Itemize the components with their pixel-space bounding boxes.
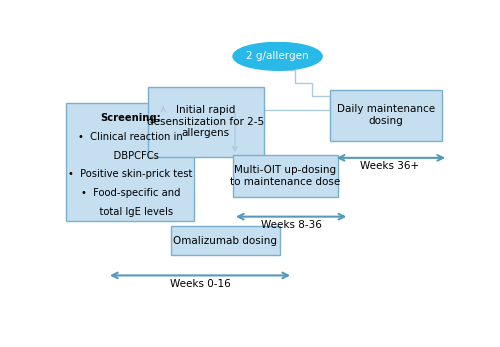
Text: Weeks 8-36: Weeks 8-36 xyxy=(260,220,322,230)
FancyBboxPatch shape xyxy=(66,103,194,221)
FancyBboxPatch shape xyxy=(171,226,280,255)
FancyBboxPatch shape xyxy=(233,155,338,197)
FancyBboxPatch shape xyxy=(148,87,264,156)
Text: Weeks 0-16: Weeks 0-16 xyxy=(170,279,230,289)
Text: DBPCFCs: DBPCFCs xyxy=(102,151,159,161)
Text: •  Positive skin-prick test: • Positive skin-prick test xyxy=(68,169,192,179)
Text: Weeks 36+: Weeks 36+ xyxy=(360,161,420,171)
Text: •  Food-specific and: • Food-specific and xyxy=(80,188,180,198)
Text: Omalizumab dosing: Omalizumab dosing xyxy=(174,236,277,246)
FancyBboxPatch shape xyxy=(330,90,442,141)
Text: Screening:: Screening: xyxy=(100,113,160,123)
Text: Daily maintenance
dosing: Daily maintenance dosing xyxy=(337,104,435,126)
Ellipse shape xyxy=(233,42,322,70)
Text: Initial rapid
desensitization for 2-5
allergens: Initial rapid desensitization for 2-5 al… xyxy=(148,105,264,138)
Text: total IgE levels: total IgE levels xyxy=(88,207,174,217)
Text: 2 g/allergen: 2 g/allergen xyxy=(246,51,309,61)
Text: Multi-OIT up-dosing
to maintenance dose: Multi-OIT up-dosing to maintenance dose xyxy=(230,165,340,187)
Text: •  Clinical reaction in: • Clinical reaction in xyxy=(78,132,182,142)
